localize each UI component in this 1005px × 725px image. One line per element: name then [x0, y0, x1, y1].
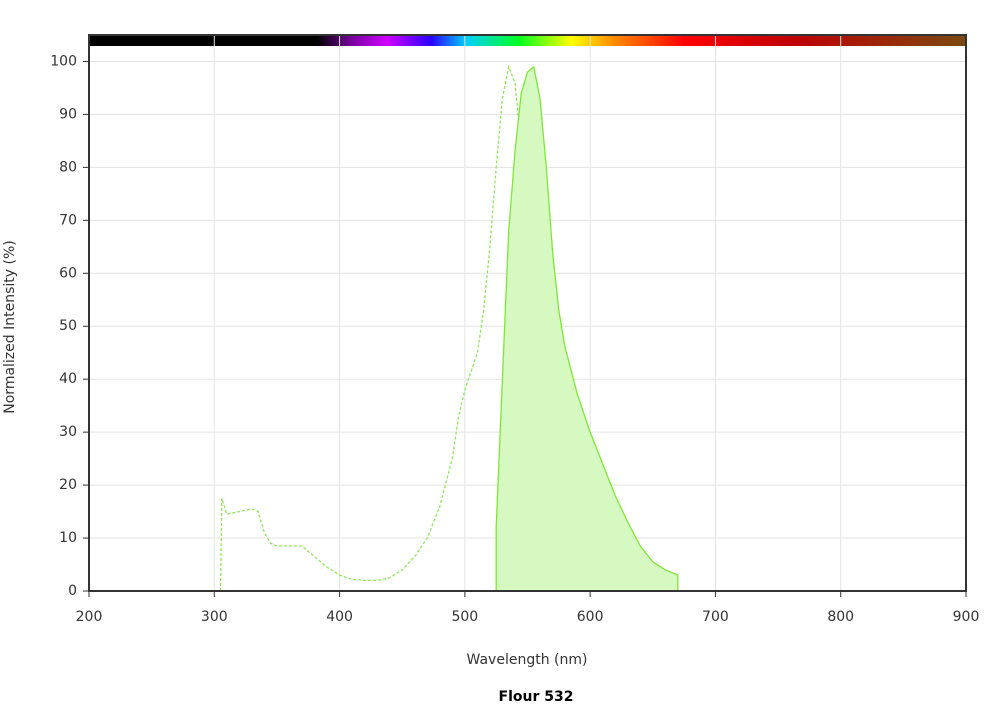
chart-title: Flour 532 [499, 689, 574, 705]
y-tick-label: 20 [59, 477, 77, 493]
y-tick-label: 50 [59, 318, 77, 334]
x-tick-label: 300 [201, 609, 228, 625]
y-tick-label: 10 [59, 530, 77, 546]
x-tick-label: 400 [326, 609, 353, 625]
area [495, 65, 679, 592]
x-tick-label: 700 [702, 609, 729, 625]
x-axis-label: Wavelength (nm) [467, 652, 588, 668]
y-tick-label: 100 [50, 53, 77, 69]
line [219, 64, 678, 592]
x-tick-label: 900 [953, 609, 980, 625]
y-tick-label: 30 [59, 424, 77, 440]
spectrum-bar [89, 35, 966, 46]
y-tick-label: 90 [59, 106, 77, 122]
x-tick-label: 600 [577, 609, 604, 625]
y-tick-label: 70 [59, 212, 77, 228]
x-tick-label: 800 [827, 609, 854, 625]
y-axis-label: Normalized Intensity (%) [2, 240, 18, 413]
x-tick-label: 200 [76, 609, 103, 625]
y-tick-label: 40 [59, 371, 77, 387]
y-tick-label: 0 [68, 583, 77, 599]
plot-frame [88, 34, 967, 592]
y-tick-label: 60 [59, 265, 77, 281]
y-tick-label: 80 [59, 159, 77, 175]
x-tick-label: 500 [451, 609, 478, 625]
